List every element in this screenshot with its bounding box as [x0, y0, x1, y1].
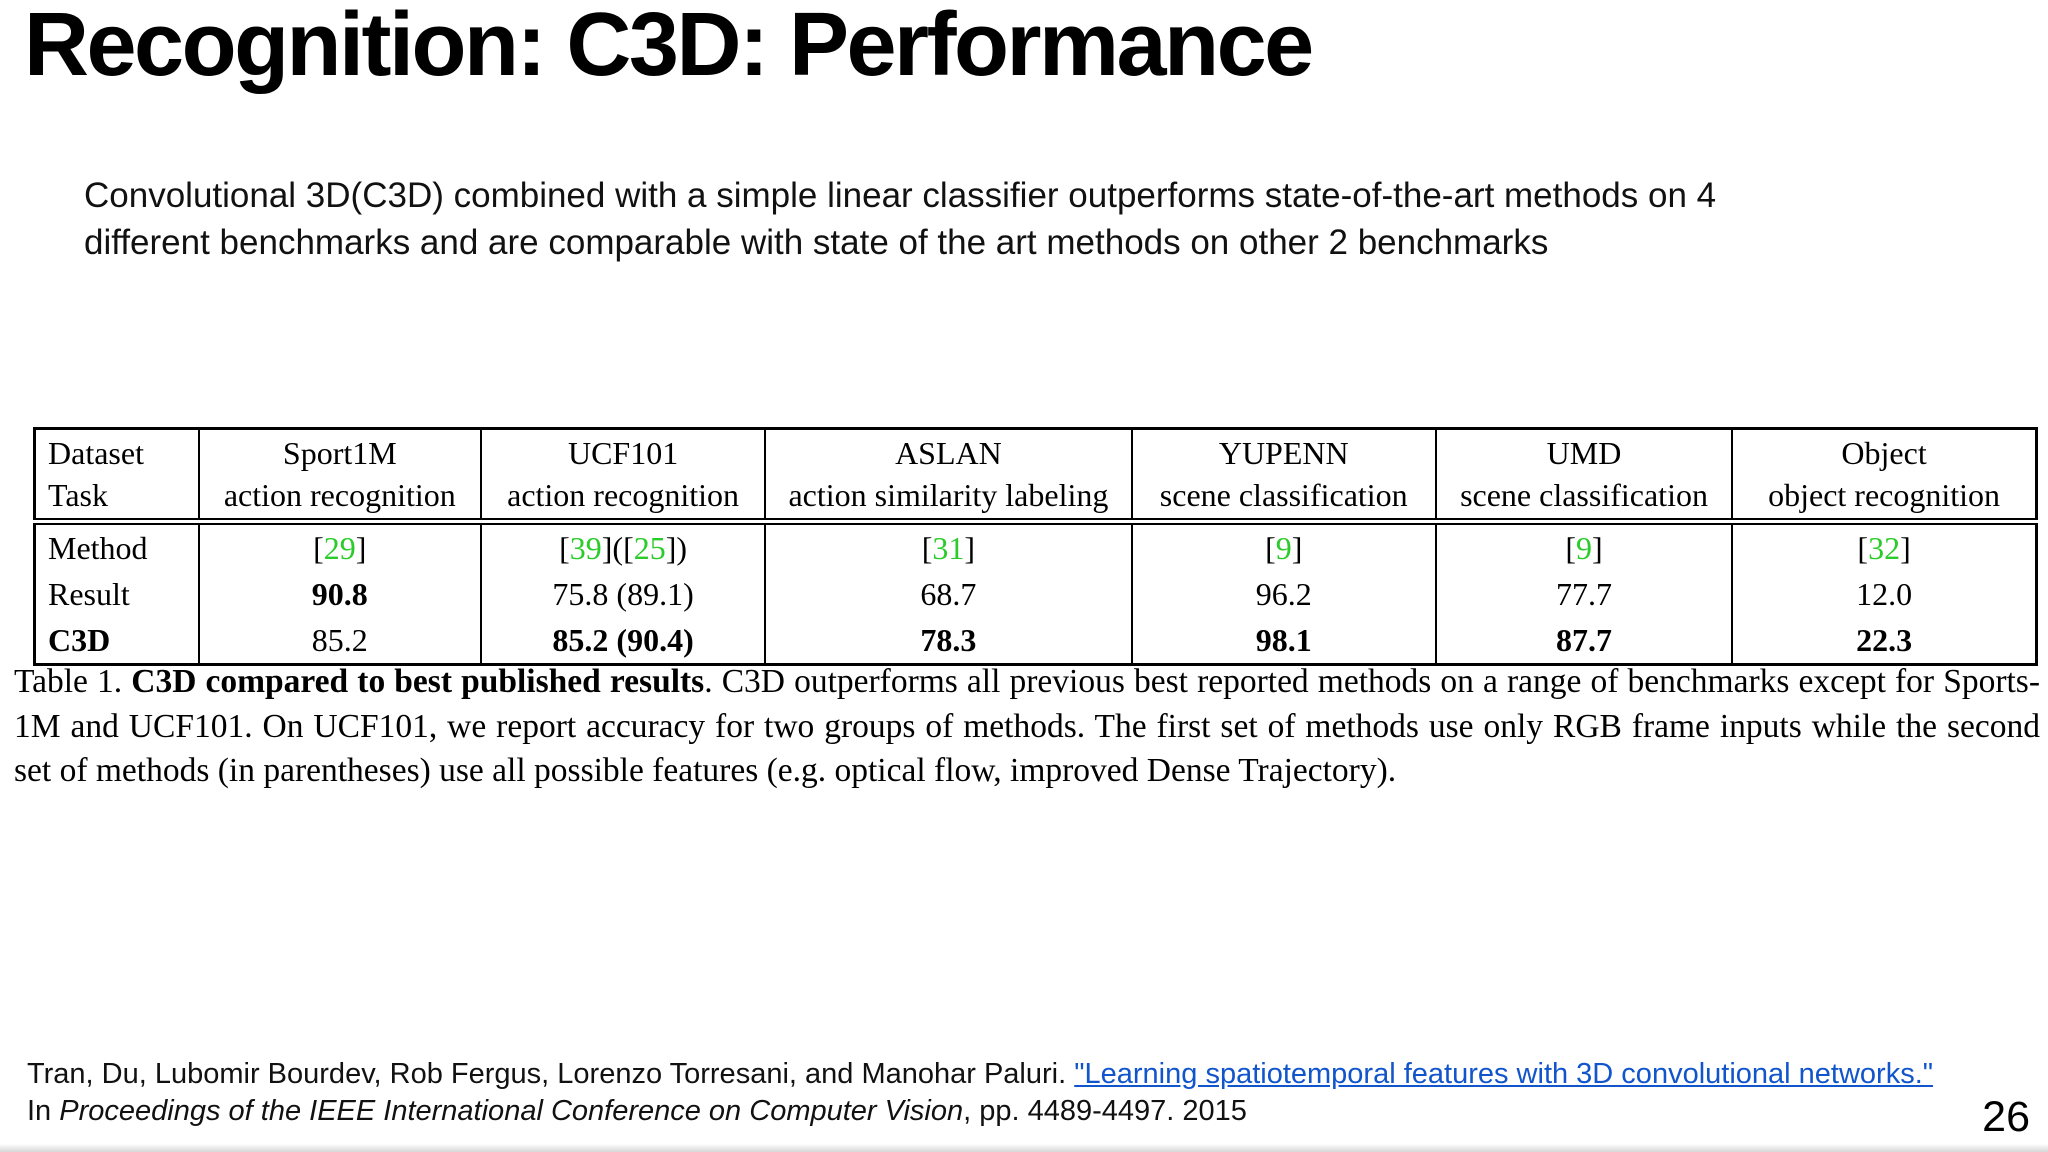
- row-label: Method: [33, 521, 200, 571]
- citation-bracket: [: [559, 530, 570, 566]
- citation-bracket: ]: [355, 530, 367, 566]
- citation-line-1: Tran, Du, Lubomir Bourdev, Rob Fergus, L…: [27, 1056, 1957, 1093]
- table-header-col-object: Object object recognition: [1731, 428, 2038, 525]
- caption-rest: . C3D outperforms all previous best repo…: [14, 663, 2040, 789]
- citation-bracket: ]: [1291, 530, 1303, 566]
- caption-bold-lead: C3D compared to best published results: [131, 663, 705, 700]
- table-header-dataset-task: Dataset Task: [33, 428, 200, 525]
- row-label: C3D: [33, 617, 200, 665]
- citation-ref-number: 32: [1868, 530, 1901, 566]
- results-table-wrap: Dataset Task Sport1M action recognition UC…: [33, 427, 2038, 666]
- table-cell: [9]: [1130, 521, 1437, 571]
- dataset-name: Sport1M: [282, 435, 397, 471]
- citation-ref-number: 31: [932, 530, 965, 566]
- body-line-2: different benchmarks and are comparable …: [84, 223, 1549, 262]
- citation-in: In: [27, 1095, 60, 1127]
- table-header-col-yupenn: YUPENN scene classification: [1130, 428, 1437, 525]
- table-cell: 78.3: [764, 617, 1133, 665]
- table-cell: [29]: [197, 521, 482, 571]
- table-cell: [31]: [764, 521, 1133, 571]
- table-cell: 85.2: [197, 617, 482, 665]
- citation-bracket: [: [1565, 530, 1577, 566]
- citation-bracket: [: [921, 530, 933, 566]
- header-task-label: Task: [48, 477, 108, 513]
- table-cell: [9]: [1434, 521, 1734, 571]
- table-cell: 77.7: [1434, 571, 1734, 617]
- dataset-task: scene classification: [1460, 477, 1708, 513]
- citation-bracket: ]: [964, 530, 976, 566]
- table-row-c3d: C3D 85.2 85.2 (90.4) 78.3 98.1 87.7 22.3: [33, 617, 2038, 665]
- body-line-1: Convolutional 3D(C3D) combined with a si…: [84, 176, 1717, 215]
- results-table: Dataset Task Sport1M action recognition UC…: [33, 427, 2038, 666]
- table-cell: 96.2: [1130, 571, 1437, 617]
- citation-ref-number: 9: [1275, 530, 1292, 566]
- table-cell: 98.1: [1130, 617, 1437, 665]
- citation-bracket: ]([: [601, 530, 634, 566]
- citation-ref-number: 25: [633, 530, 666, 566]
- citation-bracket: [: [1265, 530, 1276, 566]
- citation-ref-number: 9: [1576, 530, 1593, 566]
- table-row-method: Method [29] [39]([25]) [31] [9] [9] [32]: [33, 521, 2038, 571]
- table-cell: 12.0: [1731, 571, 2038, 617]
- row-label: Result: [33, 571, 200, 617]
- dataset-task: object recognition: [1768, 477, 2001, 513]
- bottom-edge-shade: [0, 1144, 2048, 1152]
- table-header-col-sport1m: Sport1M action recognition: [197, 428, 482, 525]
- citation-footer: Tran, Du, Lubomir Bourdev, Rob Fergus, L…: [27, 1056, 1957, 1130]
- citation-venue: Proceedings of the IEEE International Co…: [59, 1095, 964, 1127]
- slide-title: Recognition: C3D: Performance: [24, 0, 1314, 95]
- citation-pages: , pp. 4489-4497. 2015: [963, 1095, 1247, 1127]
- citation-authors: Tran, Du, Lubomir Bourdev, Rob Fergus, L…: [27, 1058, 1075, 1090]
- table-cell: 90.8: [197, 571, 482, 617]
- dataset-task: action recognition: [507, 477, 740, 513]
- table-cell: [39]([25]): [479, 521, 767, 571]
- table-row-result: Result 90.8 75.8 (89.1) 68.7 96.2 77.7 12.0: [33, 571, 2038, 617]
- dataset-name: YUPENN: [1218, 435, 1349, 471]
- citation-bracket: ]: [1900, 530, 1911, 566]
- table-header-col-umd: UMD scene classification: [1434, 428, 1734, 525]
- table-cell: 87.7: [1434, 617, 1734, 665]
- page-number: 26: [1982, 1093, 2030, 1141]
- body-text: Convolutional 3D(C3D) combined with a si…: [84, 172, 1984, 266]
- table-cell: 22.3: [1731, 617, 2038, 665]
- citation-bracket: ]): [665, 530, 688, 566]
- table-cell: 68.7: [764, 571, 1133, 617]
- citation-ref-number: 29: [323, 530, 356, 566]
- dataset-task: scene classification: [1159, 477, 1408, 513]
- dataset-task: action similarity labeling: [788, 477, 1109, 513]
- table-header-col-aslan: ASLAN action similarity labeling: [764, 428, 1133, 525]
- caption-prefix: Table 1.: [14, 663, 132, 700]
- dataset-name: ASLAN: [895, 435, 1002, 471]
- citation-bracket: ]: [1592, 530, 1603, 566]
- header-dataset-label: Dataset: [48, 435, 144, 471]
- table-header-row: Dataset Task Sport1M action recognition UC…: [33, 428, 2038, 525]
- citation-bracket: [: [1857, 530, 1869, 566]
- citation-link[interactable]: "Learning spatiotemporal features with 3…: [1074, 1058, 1934, 1090]
- dataset-task: action recognition: [223, 477, 456, 513]
- table-header-col-ucf101: UCF101 action recognition: [479, 428, 767, 525]
- table-caption: Table 1. C3D compared to best published …: [14, 660, 2040, 794]
- citation-bracket: [: [313, 530, 324, 566]
- dataset-name: Object: [1841, 435, 1927, 471]
- table-cell: 75.8 (89.1): [479, 571, 767, 617]
- table-cell: 85.2 (90.4): [479, 617, 767, 665]
- dataset-name: UCF101: [567, 435, 679, 471]
- dataset-name: UMD: [1546, 435, 1622, 471]
- citation-ref-number: 39: [569, 530, 602, 566]
- citation-line-2: In Proceedings of the IEEE International…: [27, 1093, 1957, 1130]
- table-cell: [32]: [1731, 521, 2038, 571]
